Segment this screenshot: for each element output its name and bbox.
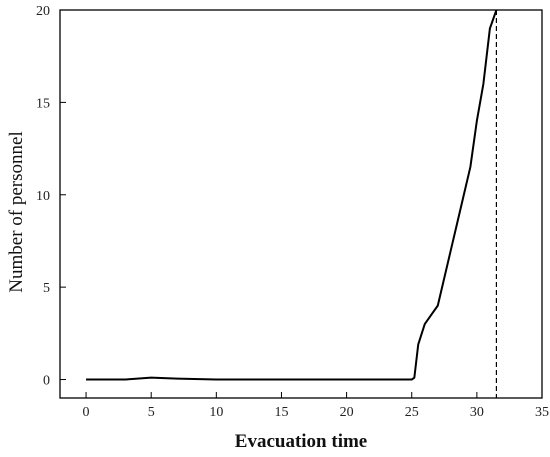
y-tick-label: 0: [43, 374, 50, 389]
x-tick-label: 35: [535, 405, 549, 420]
plot-frame: [59, 9, 543, 399]
x-tick-label: 10: [209, 405, 223, 420]
x-axis-title: Evacuation time: [235, 431, 367, 452]
x-tick-label: 0: [83, 405, 90, 420]
y-axis-ticks: 0 5 10 15 20: [36, 4, 66, 389]
x-tick-label: 30: [470, 405, 484, 420]
series-layer: [86, 9, 498, 381]
x-tick-label: 15: [274, 405, 288, 420]
x-tick-label: 5: [148, 405, 155, 420]
x-axis-ticks: 0 5 10 15 20 25 30 35: [83, 392, 549, 420]
series-line-0: [86, 9, 498, 381]
y-tick-label: 20: [36, 4, 50, 19]
x-tick-label: 25: [405, 405, 419, 420]
x-tick-label: 20: [340, 405, 354, 420]
y-tick-label: 15: [36, 96, 50, 111]
y-tick-label: 10: [36, 189, 50, 204]
y-axis-title: Number of personnel: [6, 131, 27, 292]
y-tick-label: 5: [43, 281, 50, 296]
